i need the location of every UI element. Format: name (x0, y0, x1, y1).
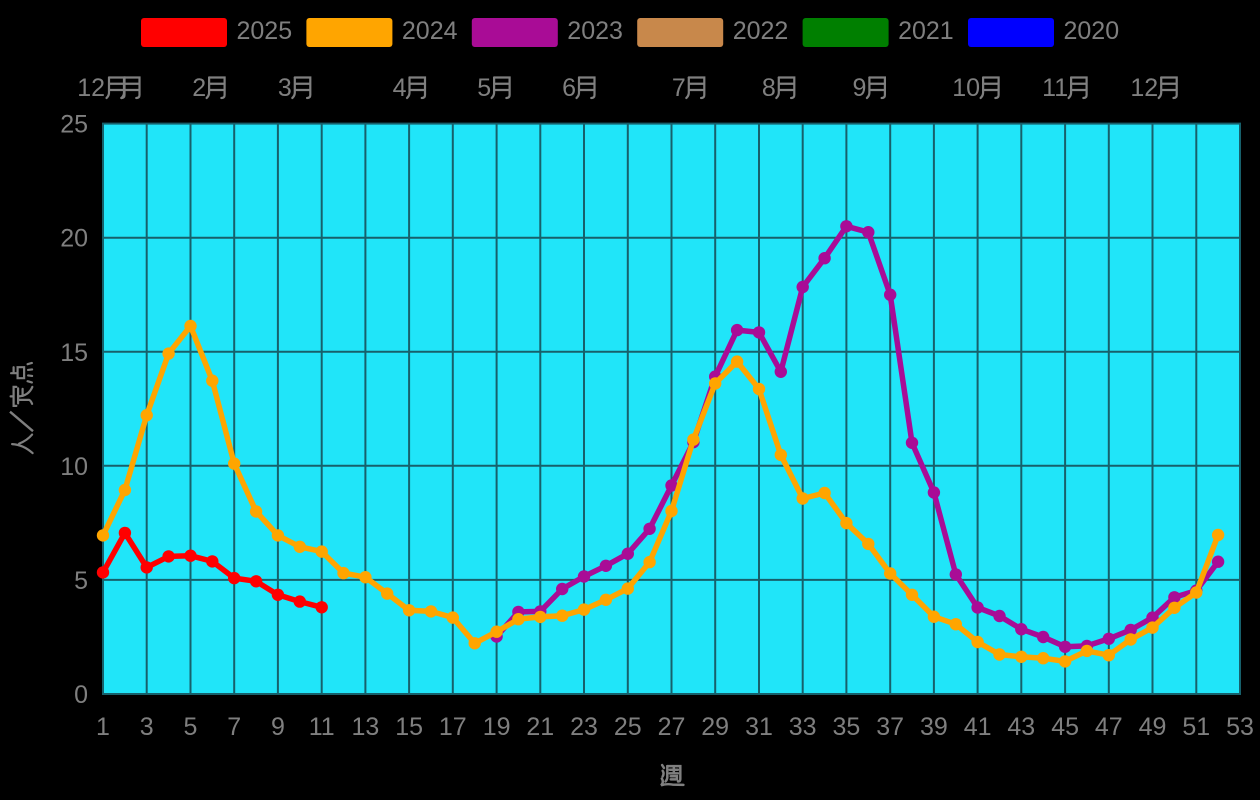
svg-text:25: 25 (60, 111, 88, 139)
svg-text:33: 33 (789, 713, 817, 741)
svg-text:23: 23 (570, 713, 598, 741)
svg-text:1: 1 (96, 713, 110, 741)
svg-text:15: 15 (60, 339, 88, 367)
svg-text:2: 2 (192, 74, 206, 102)
svg-text:5: 5 (477, 74, 491, 102)
svg-text:49: 49 (1139, 713, 1167, 741)
svg-text:8: 8 (762, 74, 776, 102)
svg-text:12: 12 (77, 74, 105, 102)
svg-text:7: 7 (227, 713, 241, 741)
svg-text:35: 35 (832, 713, 860, 741)
svg-text:2022: 2022 (733, 17, 789, 45)
svg-text:3: 3 (140, 713, 154, 741)
svg-text:10: 10 (60, 453, 88, 481)
svg-text:0: 0 (74, 681, 88, 709)
svg-text:9: 9 (271, 713, 285, 741)
svg-text:45: 45 (1051, 713, 1079, 741)
svg-text:4: 4 (393, 74, 407, 102)
svg-text:51: 51 (1182, 713, 1210, 741)
svg-text:9: 9 (852, 74, 866, 102)
svg-text:39: 39 (920, 713, 948, 741)
svg-text:2020: 2020 (1064, 17, 1120, 45)
svg-text:5: 5 (184, 713, 198, 741)
svg-text:25: 25 (614, 713, 642, 741)
svg-text:5: 5 (74, 567, 88, 595)
svg-text:43: 43 (1007, 713, 1035, 741)
svg-text:2021: 2021 (898, 17, 954, 45)
svg-text:11: 11 (309, 713, 335, 741)
svg-text:41: 41 (964, 713, 992, 741)
svg-text:12: 12 (1130, 74, 1158, 102)
svg-text:2025: 2025 (237, 17, 293, 45)
svg-text:11: 11 (1042, 74, 1068, 102)
svg-text:47: 47 (1095, 713, 1123, 741)
svg-text:10: 10 (952, 74, 980, 102)
svg-text:31: 31 (745, 713, 773, 741)
svg-text:21: 21 (526, 713, 554, 741)
svg-text:6: 6 (562, 74, 576, 102)
svg-text:3: 3 (278, 74, 292, 102)
svg-text:27: 27 (658, 713, 686, 741)
svg-text:53: 53 (1226, 713, 1254, 741)
svg-text:7: 7 (672, 74, 686, 102)
svg-text:20: 20 (60, 225, 88, 253)
svg-text:2023: 2023 (567, 17, 623, 45)
svg-text:29: 29 (701, 713, 729, 741)
svg-text:2024: 2024 (402, 17, 458, 45)
svg-text:15: 15 (395, 713, 423, 741)
svg-text:37: 37 (876, 713, 904, 741)
svg-text:13: 13 (351, 713, 379, 741)
svg-text:17: 17 (439, 713, 467, 741)
svg-text:19: 19 (483, 713, 511, 741)
